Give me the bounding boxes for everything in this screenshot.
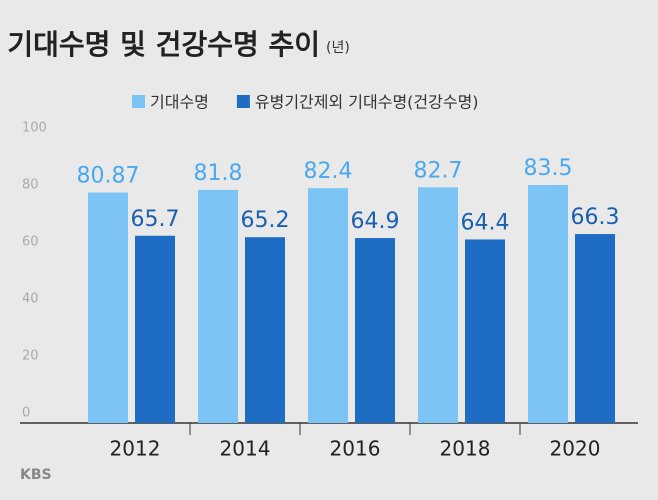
y-tick-label: 40 <box>22 292 39 307</box>
legend-label: 유병기간제외 기대수명(건강수명) <box>255 93 479 112</box>
y-tick-label: 60 <box>22 235 39 250</box>
x-tick-label: 2014 <box>220 437 271 461</box>
x-tick-label: 2018 <box>440 437 491 461</box>
value-label: 65.2 <box>241 208 290 233</box>
bar <box>355 238 395 423</box>
value-label: 66.3 <box>571 205 620 230</box>
legend-swatch <box>132 95 145 108</box>
value-label: 83.5 <box>524 156 573 181</box>
x-tick-label: 2016 <box>330 437 381 461</box>
bar <box>575 234 615 423</box>
y-tick-label: 100 <box>22 121 47 136</box>
bar <box>528 185 568 423</box>
x-tick-label: 2020 <box>550 437 601 461</box>
bar <box>135 235 175 423</box>
value-label: 64.4 <box>461 210 510 235</box>
y-tick-label: 20 <box>22 349 39 364</box>
unit: (년) <box>326 40 350 56</box>
value-label: 82.7 <box>414 158 463 183</box>
value-label: 65.7 <box>131 207 180 232</box>
y-tick-label: 80 <box>22 178 39 193</box>
y-tick-label: 0 <box>22 406 30 421</box>
source-logo: KBS <box>20 467 52 483</box>
bar <box>418 187 458 423</box>
value-label: 82.4 <box>304 159 353 184</box>
legend-swatch <box>236 95 250 108</box>
value-label: 64.9 <box>351 209 400 234</box>
value-label: 80.87 <box>77 164 140 189</box>
bar <box>308 188 348 423</box>
value-label: 81.8 <box>194 161 243 186</box>
x-tick-label: 2012 <box>110 437 161 461</box>
bar <box>245 237 285 423</box>
bar <box>88 192 128 423</box>
bar <box>465 239 505 423</box>
bar <box>198 189 238 423</box>
chart-title: 기대수명 및 건강수명 추이 <box>7 28 320 61</box>
legend-label: 기대수명 <box>150 93 209 112</box>
